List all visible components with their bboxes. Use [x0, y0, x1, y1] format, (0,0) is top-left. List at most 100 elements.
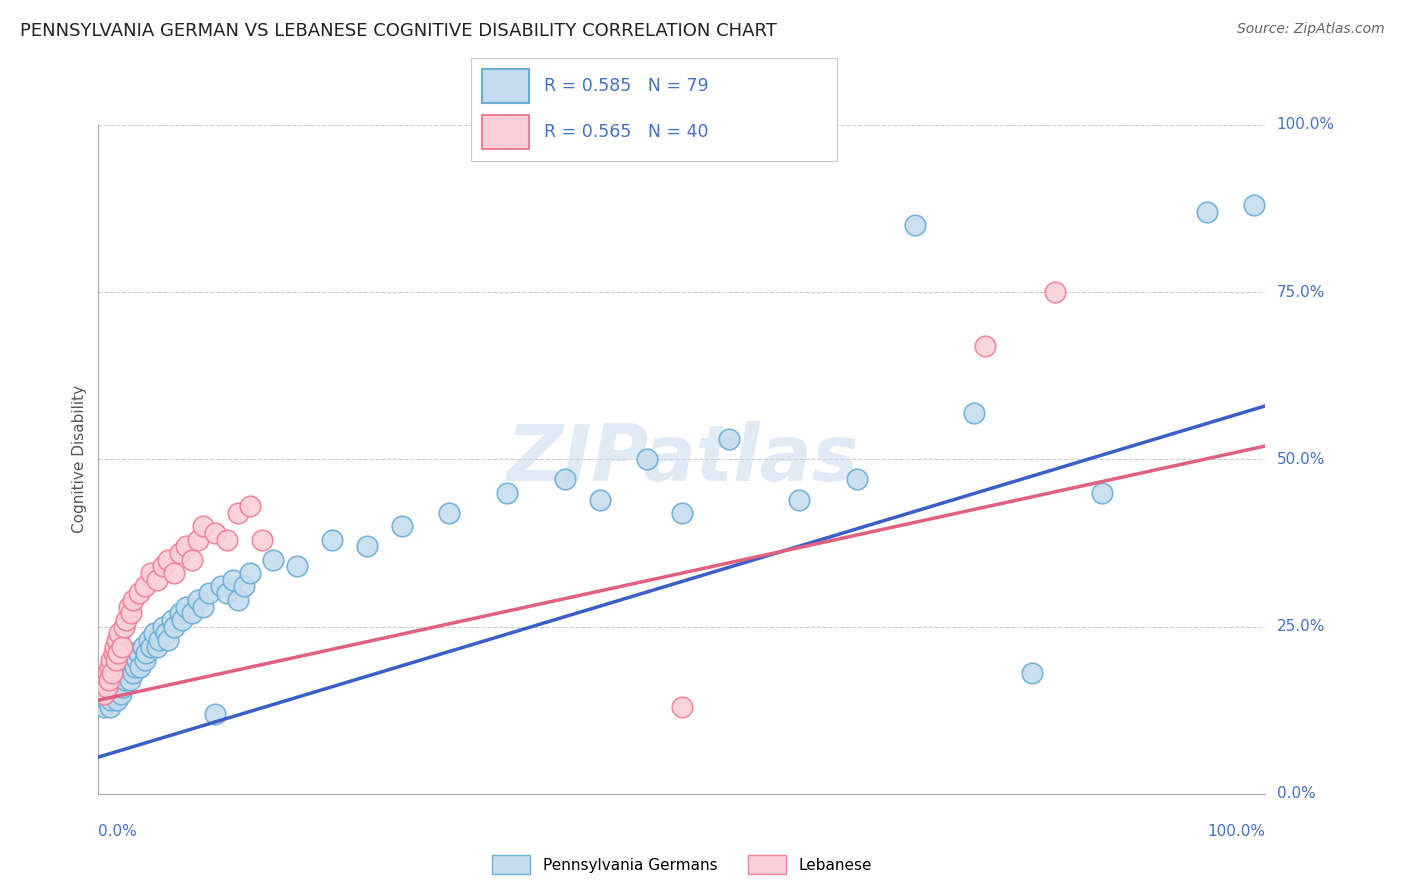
Point: [132, 640, 155, 654]
Point: [115, 613, 138, 627]
Point: [187, 592, 209, 607]
Point: [125, 653, 148, 667]
Point: [239, 566, 262, 581]
Point: [107, 646, 129, 660]
Point: [204, 525, 226, 540]
Point: [1021, 666, 1043, 681]
Point: [221, 573, 243, 587]
Point: [215, 533, 238, 547]
Point: [193, 599, 215, 614]
Point: [104, 666, 127, 681]
Point: [198, 586, 221, 600]
Point: [104, 687, 127, 701]
Point: [118, 673, 141, 687]
Point: [118, 599, 141, 614]
Point: [146, 573, 169, 587]
Point: [148, 633, 170, 648]
Point: [437, 506, 460, 520]
Point: [117, 666, 139, 681]
Point: [157, 552, 180, 567]
Point: [112, 619, 135, 633]
Point: [155, 626, 177, 640]
Point: [974, 338, 997, 352]
Point: [356, 539, 378, 553]
Point: [120, 660, 142, 674]
Point: [111, 673, 134, 687]
Point: [250, 533, 273, 547]
Point: [146, 640, 169, 654]
Point: [180, 607, 202, 621]
Point: [152, 619, 174, 633]
Point: [321, 533, 343, 547]
Point: [636, 452, 658, 467]
Point: [104, 653, 127, 667]
Point: [845, 473, 868, 487]
Point: [160, 613, 183, 627]
Point: [172, 613, 194, 627]
Point: [233, 580, 256, 594]
Point: [97, 673, 120, 687]
Point: [105, 693, 128, 707]
Point: [174, 599, 197, 614]
Point: [103, 680, 125, 694]
Point: [111, 666, 134, 681]
Text: Source: ZipAtlas.com: Source: ZipAtlas.com: [1237, 22, 1385, 37]
Point: [589, 492, 612, 507]
Point: [554, 473, 576, 487]
Point: [787, 492, 810, 507]
Text: 75.0%: 75.0%: [1277, 285, 1324, 300]
Point: [96, 680, 118, 694]
Text: 0.0%: 0.0%: [98, 824, 138, 839]
Point: [98, 660, 121, 674]
Point: [108, 626, 131, 640]
Text: 50.0%: 50.0%: [1277, 452, 1324, 467]
Point: [180, 552, 202, 567]
Point: [93, 699, 115, 714]
Point: [138, 633, 160, 648]
Text: 100.0%: 100.0%: [1208, 824, 1265, 839]
Bar: [482, 70, 530, 103]
Point: [93, 687, 115, 701]
Y-axis label: Cognitive Disability: Cognitive Disability: [72, 385, 87, 533]
Point: [1045, 285, 1067, 300]
Point: [228, 506, 250, 520]
Text: PENNSYLVANIA GERMAN VS LEBANESE COGNITIVE DISABILITY CORRELATION CHART: PENNSYLVANIA GERMAN VS LEBANESE COGNITIV…: [20, 22, 776, 40]
Legend: Pennsylvania Germans, Lebanese: Pennsylvania Germans, Lebanese: [486, 849, 877, 880]
Point: [105, 633, 128, 648]
Point: [262, 552, 284, 567]
Point: [118, 653, 141, 667]
Point: [111, 640, 134, 654]
Point: [157, 633, 180, 648]
Point: [98, 699, 121, 714]
Point: [671, 699, 693, 714]
Point: [1091, 485, 1114, 500]
Point: [111, 680, 134, 694]
Point: [717, 433, 740, 447]
Point: [169, 546, 191, 560]
Point: [120, 607, 142, 621]
Point: [152, 559, 174, 574]
Point: [129, 660, 152, 674]
Point: [1243, 198, 1265, 212]
Point: [128, 586, 150, 600]
Point: [110, 687, 132, 701]
Point: [112, 666, 135, 681]
Point: [143, 626, 166, 640]
Point: [962, 405, 984, 420]
Point: [1195, 205, 1218, 219]
Point: [163, 566, 186, 581]
Point: [671, 506, 693, 520]
Bar: [482, 115, 530, 149]
Point: [174, 539, 197, 553]
Point: [96, 693, 118, 707]
Point: [103, 646, 125, 660]
Point: [122, 666, 145, 681]
Point: [101, 687, 124, 701]
Point: [128, 646, 150, 660]
Point: [187, 533, 209, 547]
Text: R = 0.585   N = 79: R = 0.585 N = 79: [544, 78, 709, 95]
Point: [215, 586, 238, 600]
Point: [93, 687, 115, 701]
Point: [134, 653, 156, 667]
Point: [228, 592, 250, 607]
